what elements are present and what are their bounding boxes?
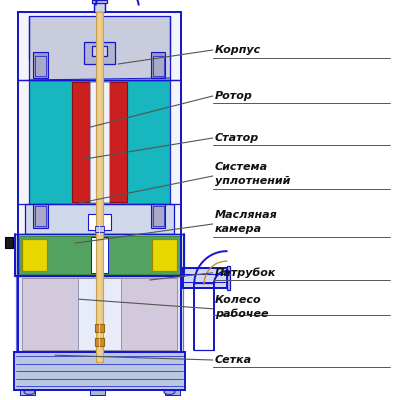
Bar bbox=[25, 204, 174, 234]
Bar bbox=[29, 80, 170, 204]
Bar bbox=[91, 0, 107, 3]
Text: Колесо: Колесо bbox=[215, 295, 261, 305]
Bar bbox=[19, 236, 180, 274]
Bar bbox=[152, 239, 177, 271]
Text: Масляная: Масляная bbox=[215, 210, 277, 220]
Bar bbox=[22, 278, 177, 350]
Bar bbox=[18, 12, 181, 352]
Bar bbox=[90, 389, 105, 395]
Bar bbox=[87, 214, 111, 230]
Text: Корпус: Корпус bbox=[215, 45, 261, 55]
Bar bbox=[35, 206, 46, 226]
Bar bbox=[84, 42, 115, 64]
Text: Ротор: Ротор bbox=[215, 91, 253, 101]
Bar bbox=[72, 82, 89, 202]
Ellipse shape bbox=[164, 390, 175, 394]
Bar bbox=[95, 324, 104, 332]
Bar bbox=[91, 46, 107, 56]
Text: Сетка: Сетка bbox=[215, 355, 252, 365]
Text: камера: камера bbox=[215, 224, 262, 234]
Text: рабочее: рабочее bbox=[215, 308, 268, 319]
Bar bbox=[90, 82, 110, 202]
Text: Система: Система bbox=[215, 162, 268, 172]
Bar bbox=[96, 12, 103, 362]
Bar bbox=[78, 278, 121, 350]
Bar bbox=[14, 352, 185, 390]
Text: Патрубок: Патрубок bbox=[215, 268, 276, 278]
Text: уплотнений: уплотнений bbox=[215, 176, 290, 186]
Bar bbox=[29, 16, 170, 80]
Bar bbox=[95, 226, 104, 232]
Text: Статор: Статор bbox=[215, 133, 259, 143]
Bar bbox=[153, 56, 164, 76]
Bar bbox=[153, 206, 164, 226]
Bar bbox=[227, 266, 230, 290]
Bar bbox=[15, 234, 184, 276]
Bar bbox=[16, 276, 183, 352]
Bar bbox=[33, 52, 48, 78]
Bar bbox=[93, 2, 105, 12]
Bar bbox=[5, 237, 13, 248]
Bar bbox=[110, 82, 127, 202]
Bar bbox=[151, 52, 165, 78]
Bar bbox=[35, 56, 46, 76]
Ellipse shape bbox=[24, 390, 35, 394]
Bar bbox=[91, 237, 108, 273]
Bar bbox=[165, 389, 180, 395]
Bar bbox=[33, 204, 48, 228]
Bar bbox=[20, 389, 35, 395]
Bar bbox=[151, 204, 165, 228]
Bar bbox=[22, 239, 47, 271]
Bar bbox=[183, 268, 227, 288]
Bar bbox=[95, 338, 104, 346]
